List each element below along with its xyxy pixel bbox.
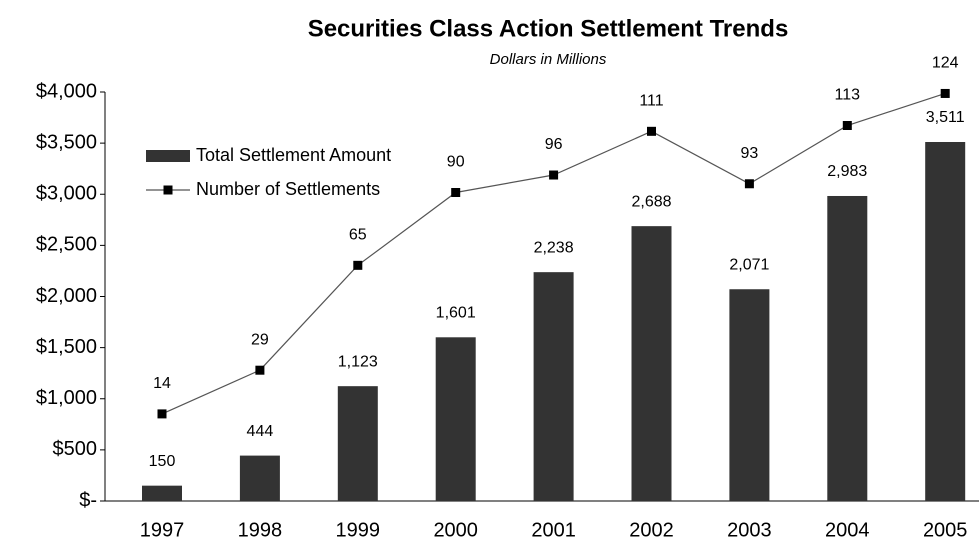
bar [631,226,672,502]
line-marker [940,88,950,98]
bar [533,272,574,501]
bar [925,142,966,501]
legend-marker [163,185,173,195]
line-marker [842,121,852,131]
bar-label: 3,511 [926,109,965,126]
y-tick-label: $- [79,489,97,511]
bar [435,337,476,501]
x-tick-label: 2002 [629,519,674,541]
line-marker [255,365,265,375]
line-marker [353,260,363,270]
x-tick-label: 2000 [433,519,478,541]
y-tick-label: $1,500 [36,336,97,358]
line-label: 93 [741,145,759,162]
chart-subtitle: Dollars in Millions [490,51,607,68]
line-marker [451,188,461,198]
bar [337,386,378,501]
bar [142,485,182,501]
line-label: 113 [835,87,861,104]
bar [239,455,280,501]
line-marker [744,179,754,189]
y-tick-label: $2,500 [36,234,97,256]
bar-label: 1,123 [338,353,378,370]
y-tick-label: $500 [53,438,98,460]
bar-label: 2,688 [631,193,671,210]
x-tick-label: 2001 [531,519,576,541]
y-tick-label: $4,000 [36,80,97,102]
y-tick-label: $2,000 [36,285,97,307]
legend-label: Number of Settlements [196,179,380,199]
bar-label: 2,071 [729,256,769,273]
chart-title: Securities Class Action Settlement Trend… [308,15,789,42]
x-tick-label: 1998 [238,519,283,541]
line-label: 14 [153,375,171,392]
x-tick-label: 2005 [923,519,968,541]
y-tick-label: $3,000 [36,183,97,205]
legend-swatch [146,150,190,162]
line-label: 65 [349,227,367,244]
x-tick-label: 2004 [825,519,870,541]
x-tick-label: 1997 [140,519,185,541]
line-label: 29 [251,331,269,348]
line-label: 111 [639,93,663,110]
bar [827,195,868,501]
x-tick-label: 1999 [336,519,381,541]
line-label: 124 [932,55,959,72]
legend-label: Total Settlement Amount [196,145,391,165]
line-marker [549,170,559,180]
bar-label: 444 [247,423,274,440]
line-marker [647,126,656,136]
y-tick-label: $1,000 [36,387,97,409]
bar-label: 1,601 [436,305,476,322]
line-marker [157,409,167,419]
bar [729,289,770,501]
bar-label: 2,238 [534,239,574,256]
bar-label: 2,983 [827,163,867,180]
line-label: 96 [545,136,563,153]
y-tick-label: $3,500 [36,131,97,153]
bar-label: 150 [149,453,176,470]
line-label: 90 [447,154,465,171]
x-tick-label: 2003 [727,519,772,541]
